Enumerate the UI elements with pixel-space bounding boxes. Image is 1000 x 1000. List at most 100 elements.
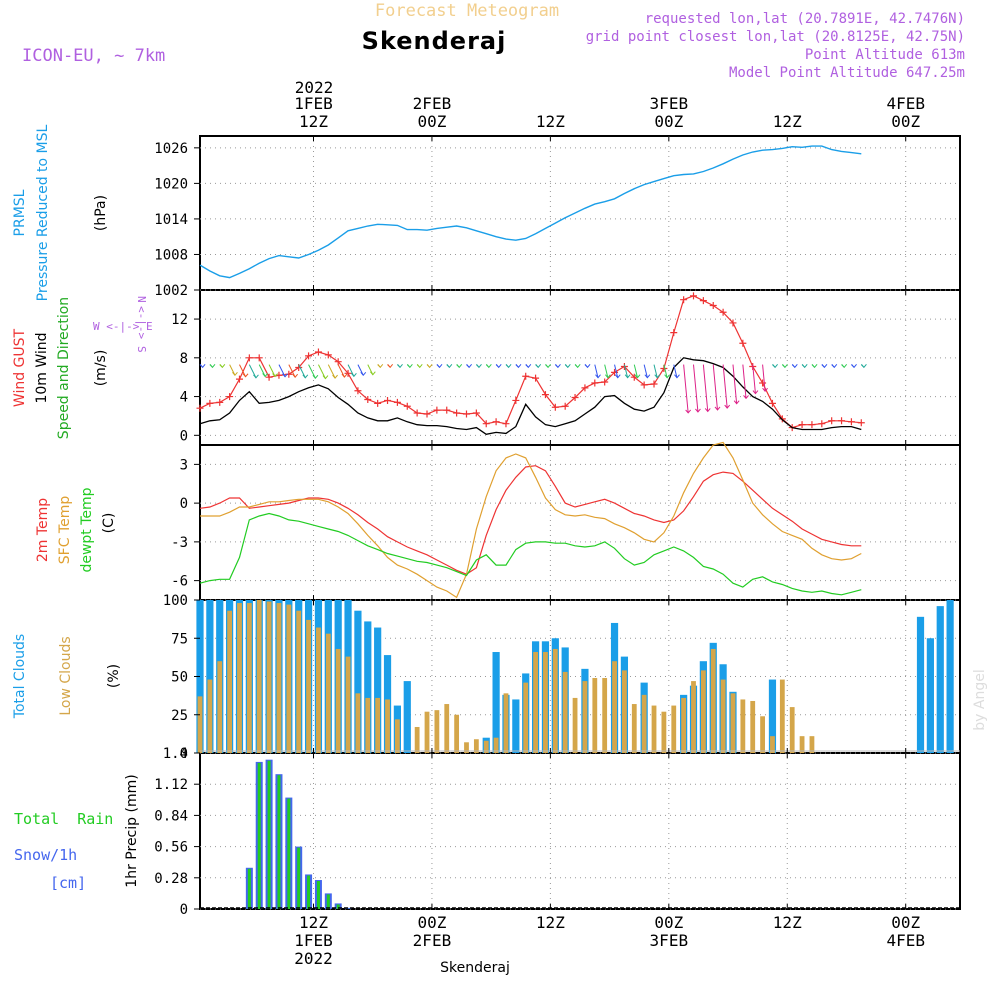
wind-arrow-head [351, 372, 357, 378]
wind-direction-arrow [693, 364, 699, 412]
gust-marker [561, 402, 569, 410]
pressure-unit: (hPa) [93, 195, 109, 231]
wind-arrow-head [831, 364, 838, 369]
wind-arrow-head [733, 400, 740, 405]
low-clouds-bar [227, 610, 233, 753]
y-tick-label: 0.28 [154, 871, 188, 887]
low-clouds-bar [286, 604, 292, 753]
wind-arrow-head [312, 374, 319, 380]
low-clouds-bar [533, 652, 538, 753]
low-clouds-bar [730, 693, 736, 753]
gust-marker [601, 378, 609, 386]
wind-arrow-head [416, 364, 423, 369]
precip-bar [307, 875, 311, 909]
wind-arrow-head [545, 364, 551, 369]
wind-arrow-head [377, 364, 384, 369]
total-clouds-bar [354, 610, 362, 753]
precip-bar [277, 775, 281, 909]
precip-panel [199, 752, 961, 910]
y-tick-label: 4 [180, 390, 188, 406]
gust-marker [680, 296, 688, 304]
y-tick-label: 75 [171, 631, 188, 647]
low-clouds-bar [483, 740, 489, 753]
compass-n: N [135, 296, 148, 303]
precip-bar [316, 881, 320, 909]
wind-arrow-head [762, 387, 768, 392]
wind-arrow-head [614, 374, 621, 379]
total-clouds-bar [946, 600, 954, 753]
wind-arrow-head [485, 364, 492, 369]
low-clouds-bar [631, 704, 637, 753]
low-clouds-bar [395, 719, 400, 753]
gust-marker [532, 374, 540, 382]
wind-arrow-head [743, 395, 749, 400]
precip-bar [336, 904, 340, 909]
total-clouds-bar [403, 681, 411, 753]
sfc-temp-line [200, 441, 862, 599]
wind-direction-arrow [673, 364, 678, 378]
top-time-label: 2FEB [413, 94, 452, 113]
gust-marker [828, 417, 836, 425]
low-clouds-bar [612, 661, 617, 753]
wind-speed-line [199, 357, 862, 435]
y-tick-label: 0 [180, 428, 188, 444]
low-clouds-bar [641, 694, 647, 753]
gust-marker [245, 354, 253, 362]
pressure-line [199, 145, 862, 279]
low-clouds-bar [582, 681, 588, 753]
total-clouds-label: Total Clouds [12, 634, 28, 719]
wind-arrow-head [791, 364, 798, 369]
top-time-label: 12Z [773, 112, 802, 131]
bottom-time-label: 00Z [891, 913, 920, 932]
bottom-time-label: 1FEB [294, 931, 333, 950]
low-clouds-bar [444, 704, 450, 753]
wind-arrow-head [199, 364, 206, 369]
low-clouds-bar [296, 610, 302, 753]
wind-arrow-head [861, 364, 867, 369]
wind-direction-arrow [278, 364, 286, 377]
wind-arrow-head [685, 409, 692, 414]
gust-marker [492, 418, 500, 426]
gust-marker [857, 419, 865, 427]
gust-marker [847, 418, 855, 426]
wind-arrow-head [476, 364, 482, 369]
wind-arrow-head [624, 374, 631, 379]
wind-direction-arrow [683, 364, 689, 413]
low-clouds-bar [375, 697, 381, 753]
total-clouds-bar [926, 638, 934, 753]
wind-direction-arrow [633, 364, 638, 378]
top-time-label: 00Z [654, 112, 683, 131]
low-clouds-label: Low Clouds [58, 636, 74, 715]
low-clouds-bar [316, 627, 321, 753]
wind-arrow-head [851, 364, 857, 369]
bottom-time-label: 12Z [299, 913, 328, 932]
low-clouds-bar [661, 711, 667, 753]
wind-arrow-head [752, 390, 759, 395]
gust-marker [690, 292, 697, 300]
gust-marker [670, 329, 678, 337]
dewpt-line [199, 512, 862, 596]
wind-unit: (m/s) [93, 350, 109, 387]
low-clouds-bar [335, 648, 341, 753]
low-clouds-bar [681, 697, 687, 753]
bottom-time-label: 2FEB [413, 931, 452, 950]
gust-marker [768, 399, 776, 407]
wind-arrow-head [841, 364, 848, 369]
wind-arrow-head [664, 374, 670, 379]
compass-icon: N <-|-> S W <-|-> E [93, 296, 153, 353]
wind-arrow-head [564, 364, 571, 369]
low-clouds-bar [207, 679, 213, 753]
low-clouds-bar [809, 736, 815, 753]
compass-ew-line: W <-|-> E [93, 320, 153, 333]
wind-direction-arrow [663, 364, 668, 378]
y-tick-label: 0.56 [154, 840, 188, 856]
wind-arrow-head [811, 364, 818, 369]
wind-direction-arrow [712, 364, 718, 411]
pressure-label-1: PRMSL [12, 189, 28, 236]
data-layer [196, 145, 960, 909]
gust-label: Wind GUST [12, 328, 28, 407]
gust-marker [384, 396, 392, 404]
gust-marker [472, 409, 480, 417]
gust-marker [265, 373, 273, 381]
gust-marker [808, 421, 816, 429]
